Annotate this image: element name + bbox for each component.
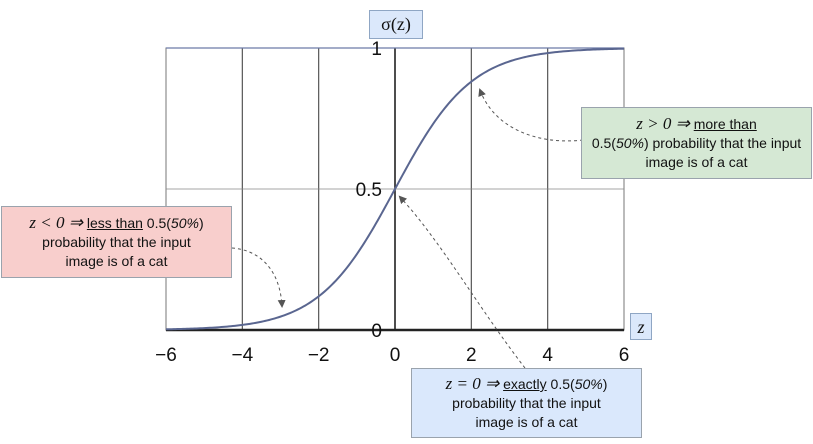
x-tick-label: 4 — [542, 345, 553, 366]
emphasis-negative: less than — [86, 215, 143, 231]
x-tick-label: −4 — [231, 345, 253, 366]
y-tick-label: 0 — [371, 321, 382, 342]
condition-positive: z > 0 ⇒ — [636, 114, 690, 133]
y-tick-label: 1 — [371, 39, 382, 60]
annotation-negative: z < 0 ⇒ less than 0.5(50%) probability t… — [1, 206, 232, 278]
tick-labels: −6 −4 −2 0 2 4 6 0 0.5 1 — [155, 39, 629, 366]
condition-negative: z < 0 ⇒ — [29, 213, 83, 232]
condition-zero: z = 0 ⇒ — [445, 374, 500, 393]
x-tick-label: 6 — [619, 345, 630, 366]
arrow-zero — [398, 195, 526, 369]
arrow-positive — [478, 88, 584, 142]
annotation-arrows — [231, 88, 584, 369]
x-axis-label: z — [630, 313, 652, 340]
x-tick-label: −2 — [308, 345, 330, 366]
x-tick-label: −6 — [155, 345, 177, 366]
emphasis-zero: exactly — [503, 376, 547, 392]
annotation-zero: z = 0 ⇒ exactly 0.5(50%) probability tha… — [411, 368, 642, 438]
y-tick-label: 0.5 — [356, 180, 382, 201]
x-tick-label: 2 — [466, 345, 477, 366]
annotation-positive: z > 0 ⇒ more than 0.5(50%) probability t… — [581, 107, 812, 179]
text-negative: probability that the input image is of a… — [42, 234, 191, 269]
curve-layer — [165, 47, 625, 331]
y-axis-label: σ(z) — [369, 10, 423, 39]
text-zero: probability that the input image is of a… — [452, 395, 601, 430]
arrow-negative — [231, 247, 286, 308]
emphasis-positive: more than — [693, 116, 757, 132]
x-tick-label: 0 — [390, 345, 401, 366]
grid — [165, 47, 625, 332]
